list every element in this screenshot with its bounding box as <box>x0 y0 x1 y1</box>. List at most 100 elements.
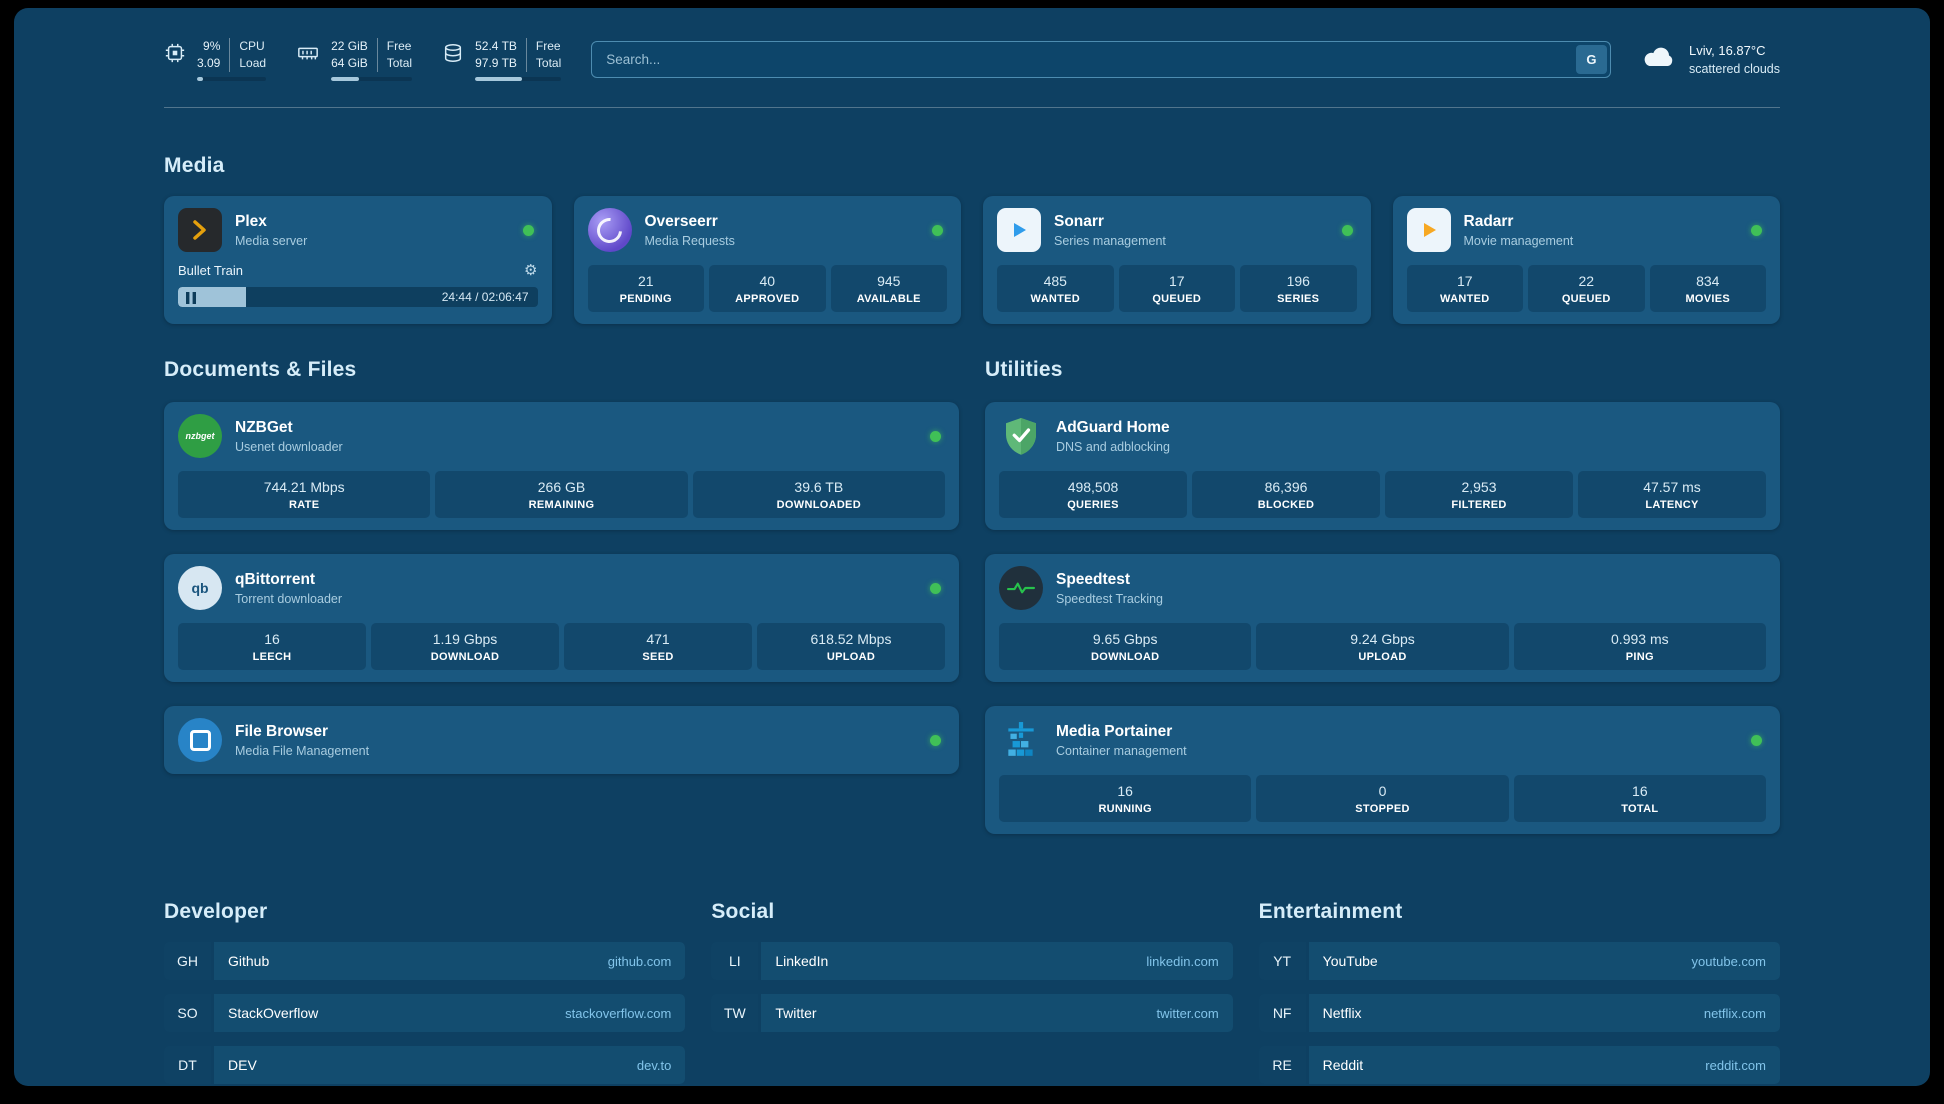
bookmark-name: Github <box>228 953 270 969</box>
app-card-plex[interactable]: Plex Media server Bullet Train ⚙ 24:44 /… <box>164 196 552 324</box>
app-card-nzbget[interactable]: nzbget NZBGet Usenet downloader 744.21 M… <box>164 402 959 530</box>
developer-bookmarks: Developer GH Github github.com SO StackO… <box>164 900 686 1084</box>
cpu-usage-value: 9% <box>203 39 221 53</box>
disk-icon <box>442 42 464 69</box>
app-name: Radarr <box>1463 212 1514 230</box>
ram-total-value: 64 GiB <box>331 56 368 70</box>
bookmark-domain: youtube.com <box>1691 953 1766 969</box>
app-card-radarr[interactable]: Radarr Movie management 17 WANTED 22 QUE… <box>1392 196 1780 324</box>
app-card-adguard[interactable]: AdGuard Home DNS and adblocking 498,508 … <box>985 402 1780 530</box>
nzbget-icon: nzbget <box>178 414 222 458</box>
media-section-title: Media <box>164 154 225 177</box>
ram-free-label: Free <box>376 38 412 55</box>
status-dot <box>932 224 943 236</box>
bookmark-youtube[interactable]: YT YouTube youtube.com <box>1258 942 1780 980</box>
stat-ping: 0.993 ms PING <box>1513 623 1766 670</box>
developer-section-title: Developer <box>164 900 268 923</box>
app-name: Speedtest <box>1056 570 1131 588</box>
bookmark-domain: twitter.com <box>1156 1005 1219 1021</box>
stat-queued: 22 QUEUED <box>1528 265 1645 312</box>
app-subtitle: Torrent downloader <box>235 591 343 606</box>
bookmark-netflix[interactable]: NF Netflix netflix.com <box>1258 994 1780 1032</box>
app-subtitle: Usenet downloader <box>235 439 343 454</box>
bookmark-stackoverflow[interactable]: SO StackOverflow stackoverflow.com <box>164 994 686 1032</box>
entertainment-bookmarks: Entertainment YT YouTube youtube.com NF … <box>1258 900 1780 1084</box>
top-bar: 9% CPU 3.09 Load 22 GiB Free 64 GiB Tota… <box>164 38 1780 81</box>
stat-downloaded: 39.6 TB DOWNLOADED <box>692 471 945 518</box>
cpu-usage-label: CPU <box>229 38 266 55</box>
playback-progress-bar[interactable]: 24:44 / 02:06:47 <box>178 287 538 307</box>
app-card-speedtest[interactable]: Speedtest Speedtest Tracking 9.65 Gbps D… <box>985 554 1780 682</box>
app-name: Sonarr <box>1054 212 1104 230</box>
stat-approved: 40 APPROVED <box>709 265 826 312</box>
disk-free-label: Free <box>525 38 561 55</box>
bookmark-abbr: RE <box>1258 1046 1306 1084</box>
stat-download: 9.65 Gbps DOWNLOAD <box>999 623 1252 670</box>
app-subtitle: Speedtest Tracking <box>1056 591 1164 606</box>
bookmark-name: YouTube <box>1322 953 1378 969</box>
app-subtitle: Movie management <box>1463 233 1574 248</box>
status-dot <box>522 224 534 236</box>
stat-movies: 834 MOVIES <box>1649 265 1766 312</box>
search-input[interactable] <box>591 41 1611 78</box>
app-subtitle: Media File Management <box>235 743 370 758</box>
filebrowser-icon <box>178 718 222 762</box>
status-dot <box>1341 224 1353 236</box>
cloud-icon <box>1641 44 1677 75</box>
stat-upload: 618.52 Mbps UPLOAD <box>757 623 945 670</box>
bookmark-domain: stackoverflow.com <box>565 1005 672 1021</box>
bookmark-reddit[interactable]: RE Reddit reddit.com <box>1258 1046 1780 1084</box>
disk-free-value: 52.4 TB <box>475 39 517 53</box>
dashboard: 9% CPU 3.09 Load 22 GiB Free 64 GiB Tota… <box>14 8 1930 1086</box>
app-card-qbittorrent[interactable]: qb qBittorrent Torrent downloader 16 LEE… <box>164 554 959 682</box>
disk-widget: 52.4 TB Free 97.9 TB Total <box>442 38 562 81</box>
app-card-sonarr[interactable]: Sonarr Series management 485 WANTED 17 Q… <box>983 196 1371 324</box>
bookmark-domain: netflix.com <box>1703 1005 1766 1021</box>
stat-remaining: 266 GB REMAINING <box>435 471 688 518</box>
cpu-widget: 9% CPU 3.09 Load <box>164 38 267 81</box>
speedtest-icon <box>999 566 1043 610</box>
overseerr-icon <box>587 208 632 252</box>
cpu-load-label: Load <box>229 55 266 72</box>
utilities-section-title: Utilities <box>985 358 1063 381</box>
cpu-load-value: 3.09 <box>197 56 221 70</box>
weather-location: Lviv, 16.87°C <box>1688 42 1766 58</box>
bookmark-name: LinkedIn <box>775 953 829 969</box>
app-card-overseerr[interactable]: Overseerr Media Requests 21 PENDING 40 A… <box>573 196 961 324</box>
app-card-portainer[interactable]: Media Portainer Container management 16 … <box>985 706 1780 834</box>
bookmark-abbr: TW <box>711 994 759 1032</box>
ram-free-value: 22 GiB <box>331 39 368 53</box>
topbar-divider <box>164 107 1780 108</box>
stat-download: 1.19 Gbps DOWNLOAD <box>371 623 559 670</box>
pause-icon[interactable] <box>186 291 196 307</box>
cpu-icon <box>164 42 186 69</box>
bookmark-twitter[interactable]: TW Twitter twitter.com <box>711 994 1233 1032</box>
stat-seed: 471 SEED <box>564 623 752 670</box>
app-name: Overseerr <box>644 212 718 230</box>
bookmark-dev[interactable]: DT DEV dev.to <box>164 1046 686 1084</box>
search-bar: G <box>591 41 1611 78</box>
bookmark-abbr: GH <box>164 942 211 980</box>
app-name: Media Portainer <box>1056 722 1173 740</box>
app-name: NZBGet <box>235 418 293 436</box>
bookmark-name: Netflix <box>1322 1005 1362 1021</box>
app-subtitle: DNS and adblocking <box>1056 439 1170 454</box>
portainer-icon <box>999 718 1043 762</box>
app-name: qBittorrent <box>235 570 316 588</box>
bookmark-linkedin[interactable]: LI LinkedIn linkedin.com <box>711 942 1233 980</box>
gear-icon[interactable]: ⚙ <box>524 262 538 279</box>
search-engine-button[interactable]: G <box>1575 45 1607 74</box>
status-dot <box>930 430 941 442</box>
bookmark-github[interactable]: GH Github github.com <box>164 942 686 980</box>
app-subtitle: Media server <box>235 233 308 248</box>
sonarr-icon <box>997 208 1041 252</box>
now-playing-title: Bullet Train <box>178 263 244 278</box>
stat-queued: 17 QUEUED <box>1118 265 1235 312</box>
app-name: AdGuard Home <box>1056 418 1170 436</box>
app-card-filebrowser[interactable]: File Browser Media File Management <box>164 706 959 774</box>
stat-latency: 47.57 ms LATENCY <box>1578 471 1766 518</box>
stat-filtered: 2,953 FILTERED <box>1385 471 1573 518</box>
adguard-icon <box>999 414 1043 458</box>
status-dot <box>930 734 941 746</box>
stat-wanted: 17 WANTED <box>1406 265 1523 312</box>
